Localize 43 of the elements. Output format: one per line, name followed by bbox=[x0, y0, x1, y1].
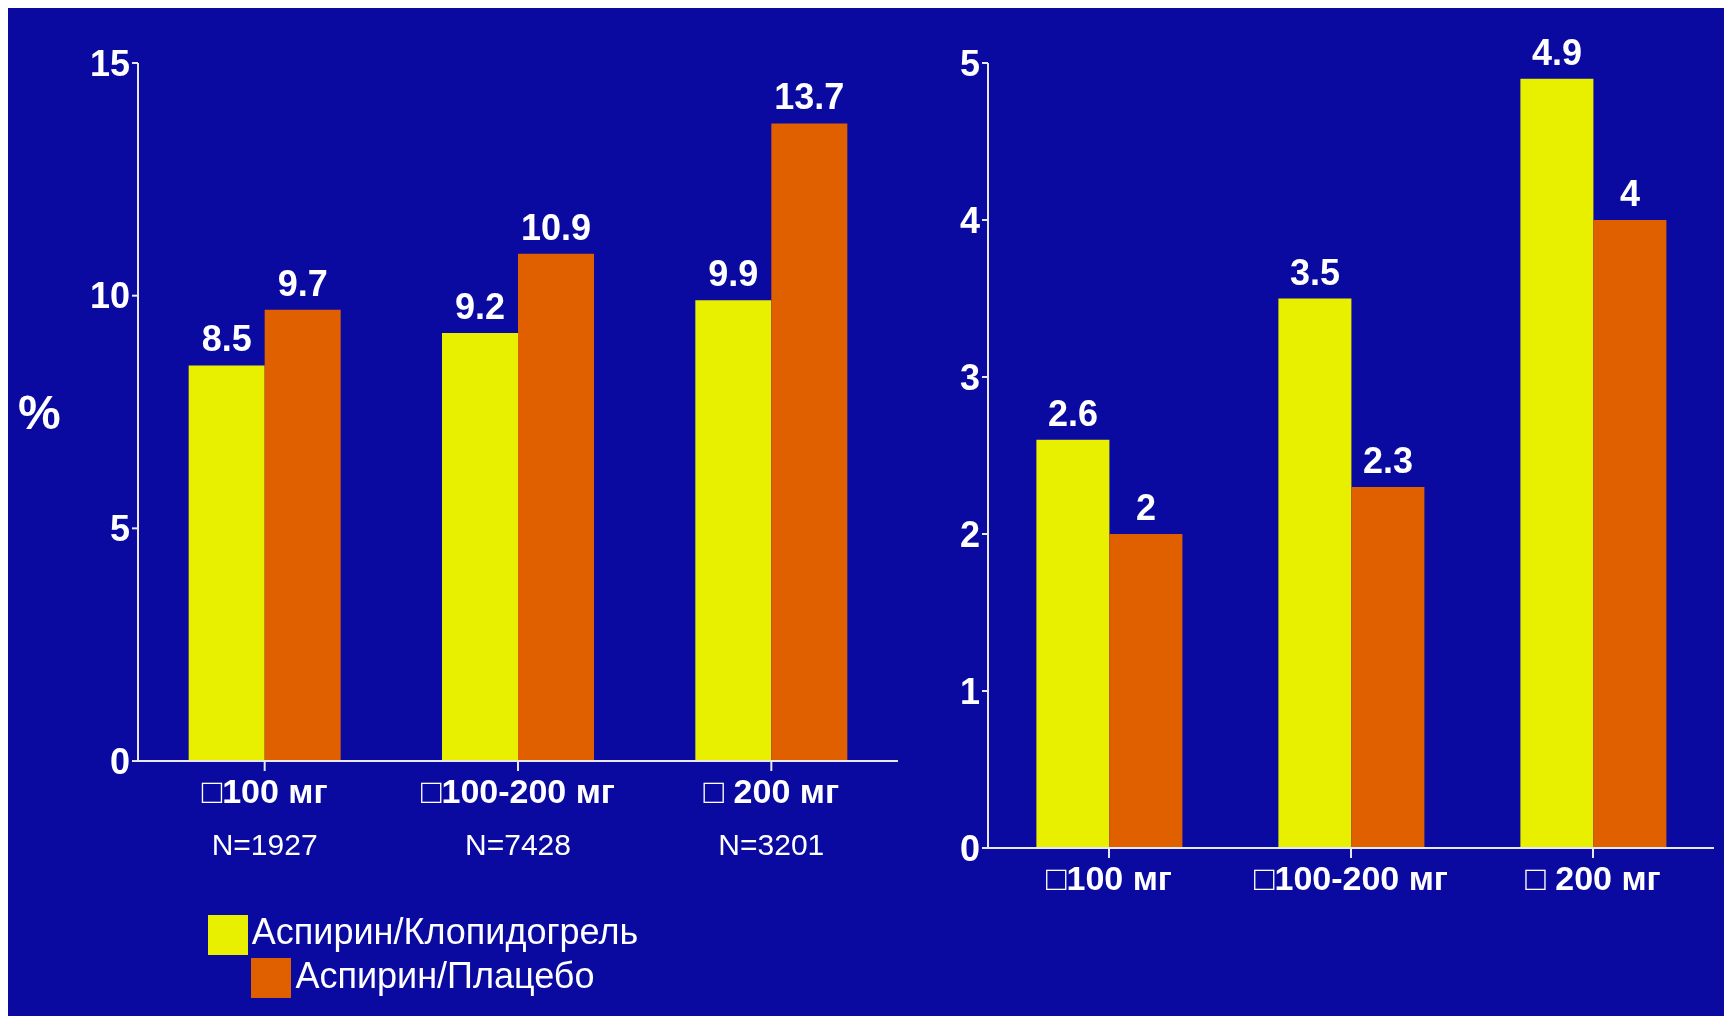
data-label: 4 bbox=[1619, 173, 1640, 214]
y-tick-label: 0 bbox=[109, 740, 130, 782]
y-tick-label: 2 bbox=[959, 513, 980, 555]
data-label: 13.7 bbox=[774, 76, 845, 118]
data-label: 10.9 bbox=[520, 206, 592, 248]
bar bbox=[771, 123, 848, 762]
x-tick-label: □100 мг N=1927 bbox=[201, 772, 328, 862]
y-tick-label: 3 bbox=[959, 356, 980, 398]
y-tick-label: 0 bbox=[959, 827, 980, 869]
bar bbox=[1593, 220, 1667, 848]
bar bbox=[264, 309, 341, 762]
y-tick-label: 1 bbox=[959, 670, 980, 712]
y-tick-label: 5 bbox=[959, 42, 980, 84]
x-tick-label: □ 200 мг N=3201 bbox=[703, 772, 840, 862]
data-label: 2.6 bbox=[1047, 392, 1098, 434]
data-label: 9.9 bbox=[708, 253, 759, 295]
bar bbox=[188, 365, 265, 762]
bar bbox=[695, 300, 772, 762]
legend-label: Аспирин/Плацебо bbox=[295, 954, 595, 996]
data-label: 2.3 bbox=[1362, 439, 1413, 481]
data-label: 3.5 bbox=[1289, 251, 1340, 293]
data-label: 9.2 bbox=[454, 285, 506, 327]
x-tick-label: □100-200 мг bbox=[1253, 859, 1449, 897]
bar bbox=[1109, 534, 1183, 848]
y-tick-label: 10 bbox=[89, 275, 130, 317]
x-tick-label: □100-200 мг N=7428 bbox=[420, 772, 616, 862]
data-label: 8.5 bbox=[201, 318, 252, 360]
bar bbox=[1520, 78, 1594, 848]
bar bbox=[1351, 486, 1425, 848]
x-tick-label: □100 мг bbox=[1045, 859, 1173, 897]
bar bbox=[1278, 298, 1352, 848]
bar bbox=[518, 253, 594, 762]
y-tick-label: 15 bbox=[89, 42, 130, 84]
bar bbox=[442, 332, 518, 762]
y-tick-label: 4 bbox=[959, 199, 980, 241]
data-label: 9.7 bbox=[277, 262, 328, 304]
data-label: 4.9 bbox=[1531, 31, 1582, 73]
y-tick-label: 5 bbox=[109, 508, 130, 550]
data-label: 2 bbox=[1135, 487, 1156, 528]
legend-label: Аспирин/Клопидогрель bbox=[251, 911, 639, 953]
y-axis-title: % bbox=[18, 386, 61, 440]
bar bbox=[1036, 439, 1110, 848]
x-tick-label: □ 200 мг bbox=[1525, 859, 1661, 897]
